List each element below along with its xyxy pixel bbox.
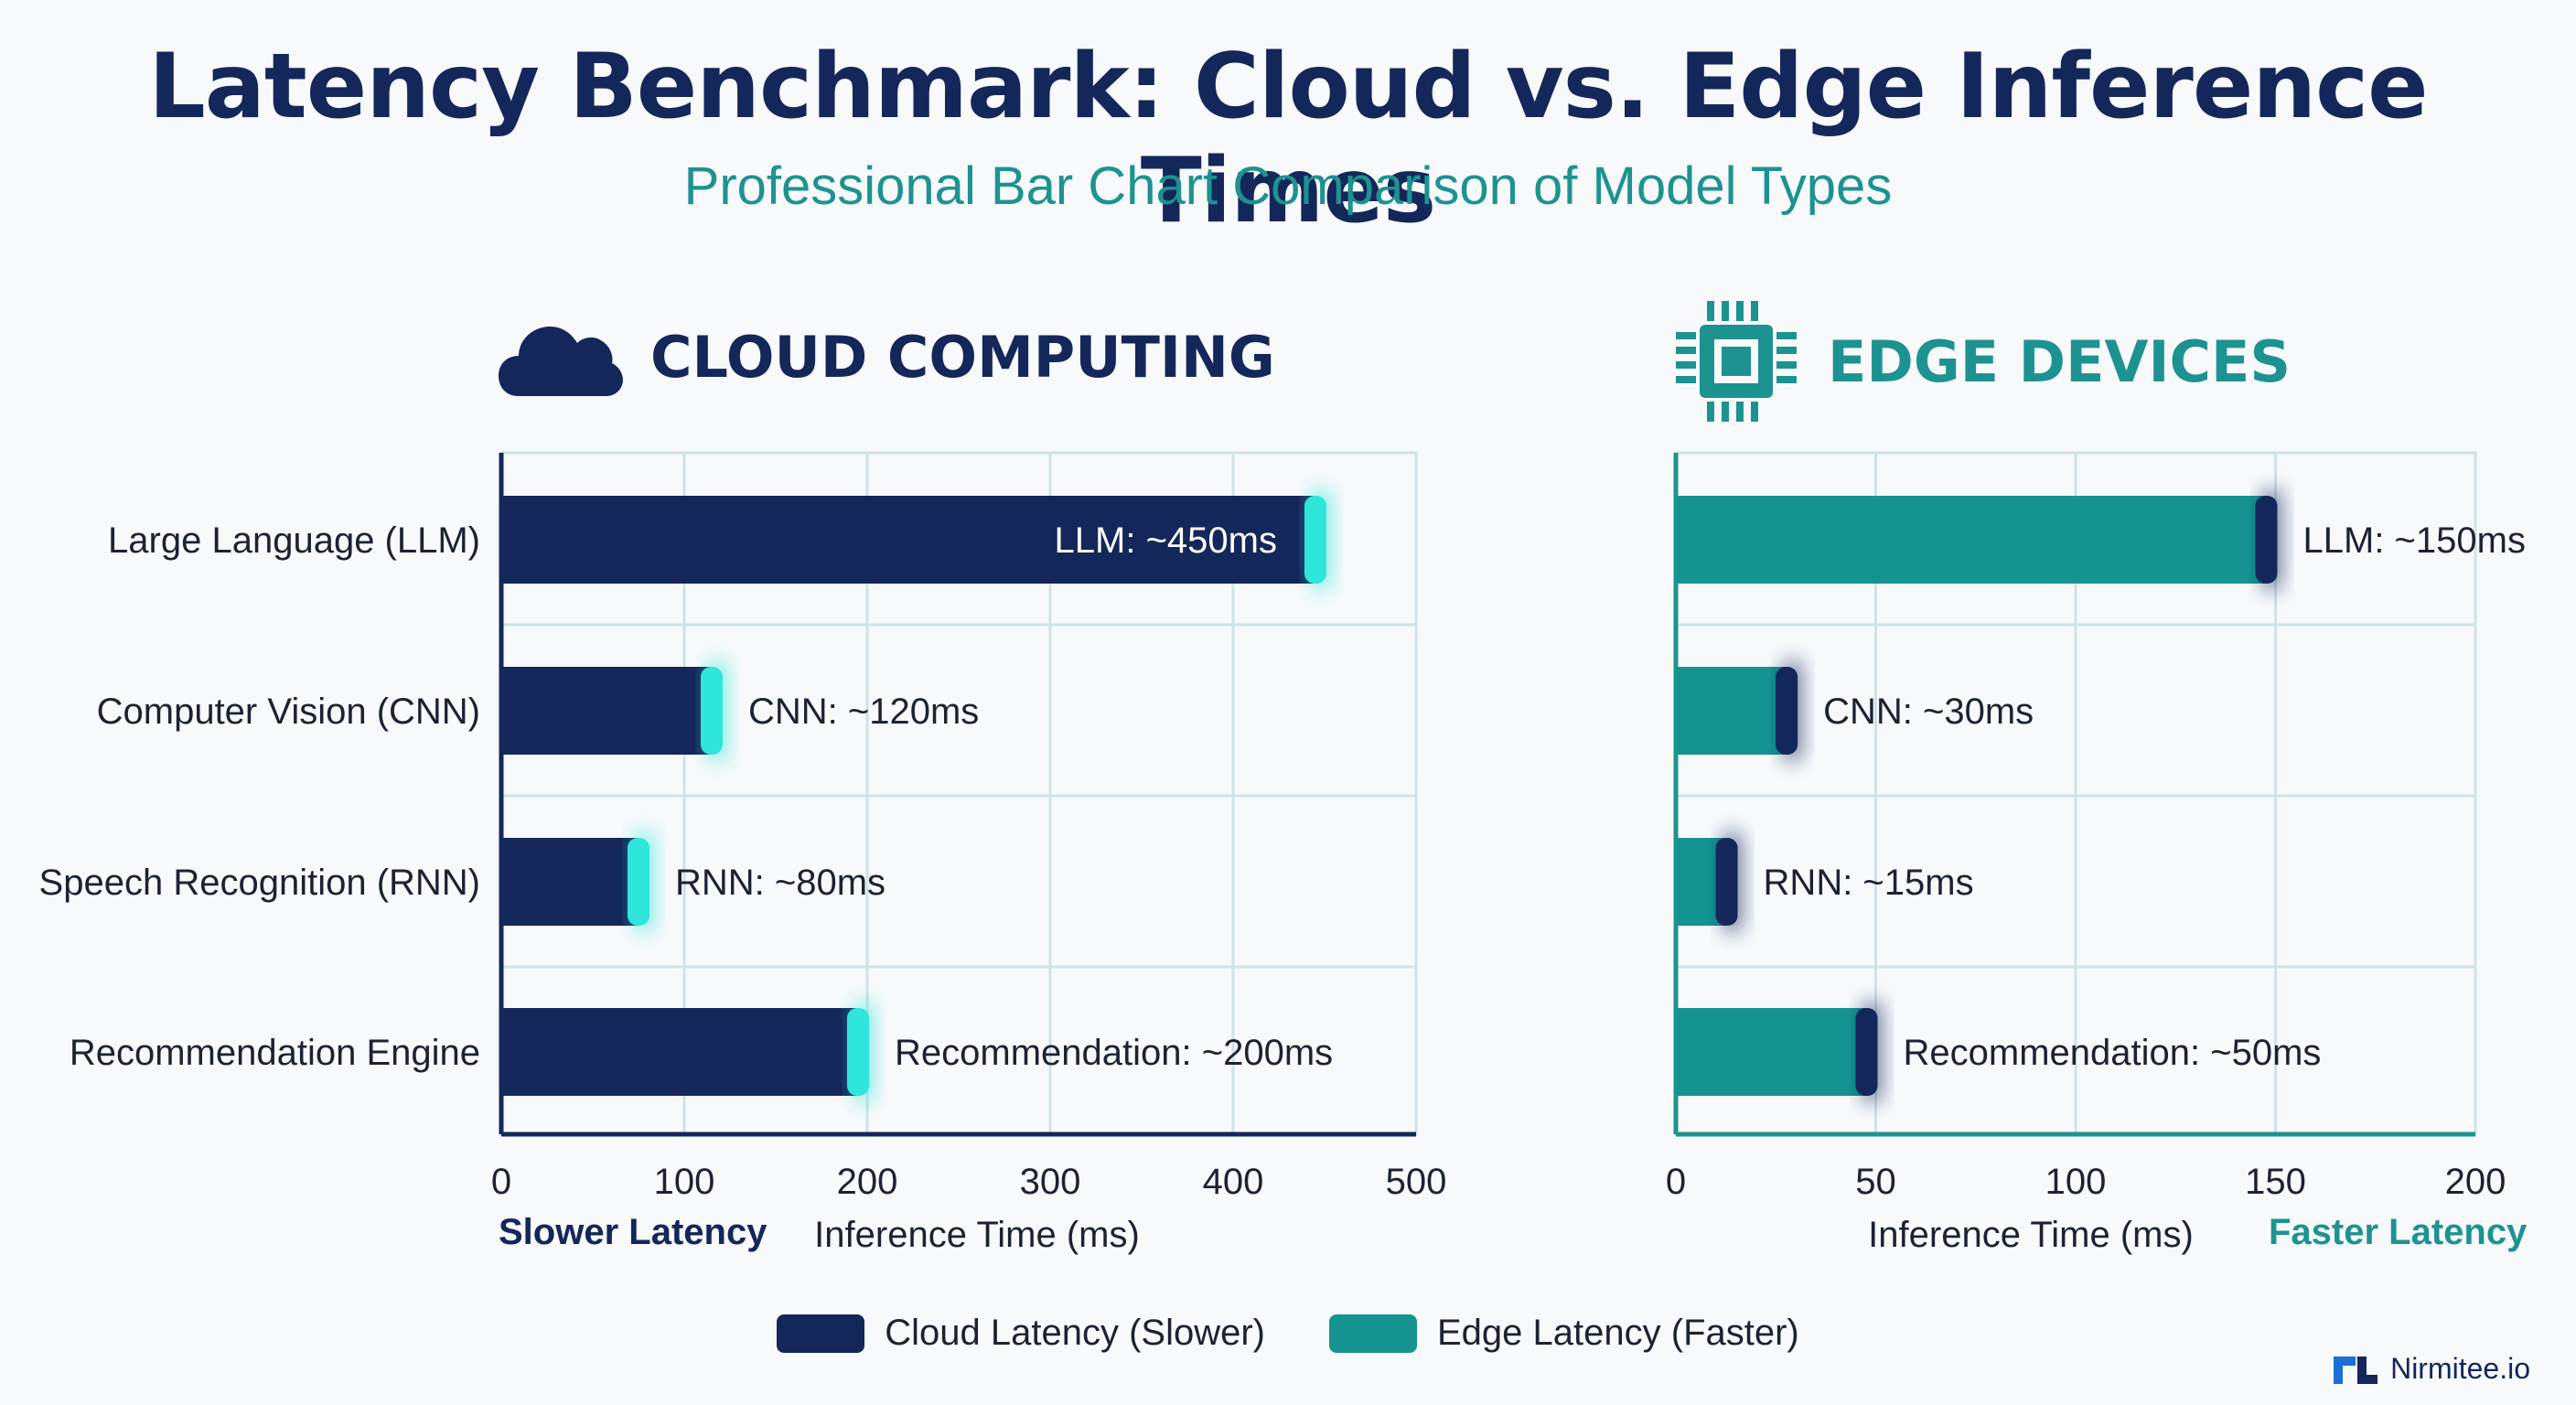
brand: Nirmitee.io xyxy=(2334,1352,2530,1386)
category-label: Recommendation Engine xyxy=(70,1033,480,1073)
cloud-x-tick-label: 300 xyxy=(1020,1162,1081,1202)
cloud-bar xyxy=(501,838,640,926)
edge-data-label: CNN: ~30ms xyxy=(1823,692,2034,732)
cloud-bar xyxy=(501,496,1317,584)
edge-speed-label: Faster Latency xyxy=(2269,1212,2528,1252)
edge-bar xyxy=(1676,667,1789,755)
legend-label-cloud: Cloud Latency (Slower) xyxy=(885,1313,1265,1353)
category-label: Computer Vision (CNN) xyxy=(97,692,480,732)
cloud-data-label: CNN: ~120ms xyxy=(748,692,979,732)
cloud-x-axis-label: Inference Time (ms) xyxy=(814,1215,1140,1255)
nirmitee-logo-icon xyxy=(2334,1356,2378,1384)
edge-bar xyxy=(1676,1008,1869,1096)
cloud-panel-heading: CLOUD COMPUTING xyxy=(650,323,1275,391)
chart-subtitle: Professional Bar Chart Comparison of Mod… xyxy=(683,156,1893,216)
edge-x-tick-label: 150 xyxy=(2245,1162,2306,1202)
legend-label-edge: Edge Latency (Faster) xyxy=(1437,1313,1799,1353)
cloud-bar-cap xyxy=(628,838,649,926)
cloud-panel-header: CLOUD COMPUTING xyxy=(499,316,1275,398)
cloud-x-tick-label: 200 xyxy=(837,1162,898,1202)
edge-x-tick-label: 0 xyxy=(1666,1162,1686,1202)
category-label: Large Language (LLM) xyxy=(108,520,480,561)
cloud-speed-label: Slower Latency xyxy=(499,1212,767,1252)
edge-bar xyxy=(1676,496,2269,584)
cloud-icon xyxy=(499,327,623,396)
chip-icon xyxy=(1676,301,1797,422)
edge-panel-heading: EDGE DEVICES xyxy=(1828,327,2292,395)
cloud-bar xyxy=(501,667,714,755)
chart-title: Latency Benchmark: Cloud vs. Edge Infere… xyxy=(148,35,2428,243)
edge-panel-header: EDGE DEVICES xyxy=(1672,297,2291,425)
edge-data-label: LLM: ~150ms xyxy=(2303,520,2526,561)
edge-x-tick-label: 100 xyxy=(2045,1162,2107,1202)
edge-x-tick-label: 50 xyxy=(1855,1162,1896,1202)
cloud-x-tick-label: 500 xyxy=(1386,1162,1447,1202)
legend: Cloud Latency (Slower) Edge Latency (Fas… xyxy=(0,1313,2576,1354)
edge-data-label: RNN: ~15ms xyxy=(1764,863,1974,903)
cloud-x-tick-label: 0 xyxy=(491,1162,511,1202)
edge-bar-cap xyxy=(1776,667,1798,755)
edge-bar-cap xyxy=(2255,496,2278,584)
cloud-bar xyxy=(501,1008,860,1096)
cloud-bar-cap xyxy=(1304,496,1326,584)
cloud-data-label: Recommendation: ~200ms xyxy=(895,1033,1333,1073)
edge-data-label: Recommendation: ~50ms xyxy=(1904,1033,2322,1073)
cloud-x-tick-label: 100 xyxy=(654,1162,715,1202)
brand-name: Nirmitee.io xyxy=(2390,1352,2530,1385)
legend-item-cloud: Cloud Latency (Slower) xyxy=(777,1313,1265,1354)
edge-bar-cap xyxy=(1855,1008,1878,1096)
cloud-data-label: LLM: ~450ms xyxy=(1055,520,1277,561)
legend-item-edge: Edge Latency (Faster) xyxy=(1329,1313,1799,1354)
cloud-bar-cap xyxy=(701,667,723,755)
edge-bar-cap xyxy=(1715,838,1738,926)
edge-x-axis-label: Inference Time (ms) xyxy=(1868,1215,2194,1255)
cloud-bar-cap xyxy=(847,1008,869,1096)
edge-x-tick-label: 200 xyxy=(2445,1162,2506,1202)
legend-swatch-edge xyxy=(1329,1314,1417,1353)
cloud-x-tick-label: 400 xyxy=(1203,1162,1264,1202)
legend-swatch-cloud xyxy=(777,1314,865,1353)
category-label: Speech Recognition (RNN) xyxy=(39,863,480,903)
cloud-data-label: RNN: ~80ms xyxy=(675,863,886,903)
